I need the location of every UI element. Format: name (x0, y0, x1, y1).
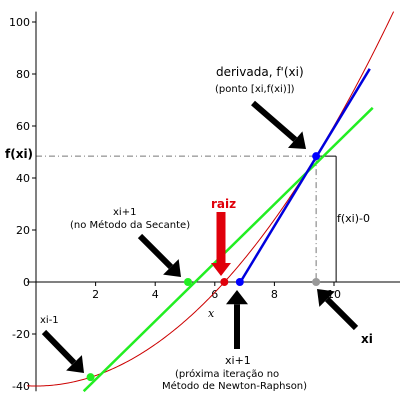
y-tick-label: -40 (12, 380, 30, 393)
tangent-line (240, 69, 369, 282)
y-tick-label: 40 (16, 172, 30, 185)
xim1-label: xi-1 (40, 315, 59, 326)
point-f-xi- (312, 152, 320, 160)
raiz-label: raiz (211, 197, 236, 211)
arrow-secante (140, 236, 181, 277)
arrow-shaft (140, 236, 171, 267)
arrow-newton (226, 290, 248, 349)
arrow-head (211, 263, 231, 276)
secante-label: xi+1 (113, 207, 136, 218)
fxi-minus-0-label: f(xi)-0 (337, 212, 370, 225)
y-tick-label: 100 (9, 16, 30, 29)
point-xi-1-newton (236, 278, 244, 286)
derivada-sub-label: (ponto [xi,f(xi)]) (215, 84, 295, 95)
xi-label: xi (361, 332, 373, 346)
x-tick-label: 8 (271, 288, 278, 301)
y-tick-label: 80 (16, 68, 30, 81)
newton-sub-label-1: (próxima iteração no (175, 368, 279, 380)
arrow-shaft (327, 299, 356, 328)
y-tick-label: 20 (16, 224, 30, 237)
y-tick-label: 60 (16, 120, 30, 133)
point-xi-1 (87, 373, 95, 381)
arrow-shaft (253, 103, 295, 140)
newton-label: xi+1 (225, 354, 251, 367)
arrow-derivada (253, 103, 306, 149)
derivada-label: derivada, f'(xi) (216, 65, 304, 79)
y-tick-label: -20 (12, 328, 30, 341)
arrows-layer (44, 103, 356, 373)
x-axis-name: x (208, 307, 215, 320)
x-tick-label: 2 (92, 288, 99, 301)
secant-line (84, 108, 373, 391)
arrow-raiz (211, 212, 231, 276)
arrow-head (226, 290, 248, 304)
point-raiz (220, 278, 228, 286)
points-layer (87, 152, 321, 381)
x-tick-label: 4 (152, 288, 159, 301)
point-xi (312, 278, 320, 286)
newton-sub-label-2: Método de Newton-Raphson) (162, 380, 307, 392)
secante-sub-label: (no Método da Secante) (70, 219, 190, 231)
arrow-shaft (44, 332, 74, 363)
fxi-label: f(xi) (5, 147, 33, 161)
y-tick-label: 0 (23, 276, 30, 289)
arrow-xim1 (44, 332, 84, 373)
point-xi-1-secante (184, 278, 192, 286)
